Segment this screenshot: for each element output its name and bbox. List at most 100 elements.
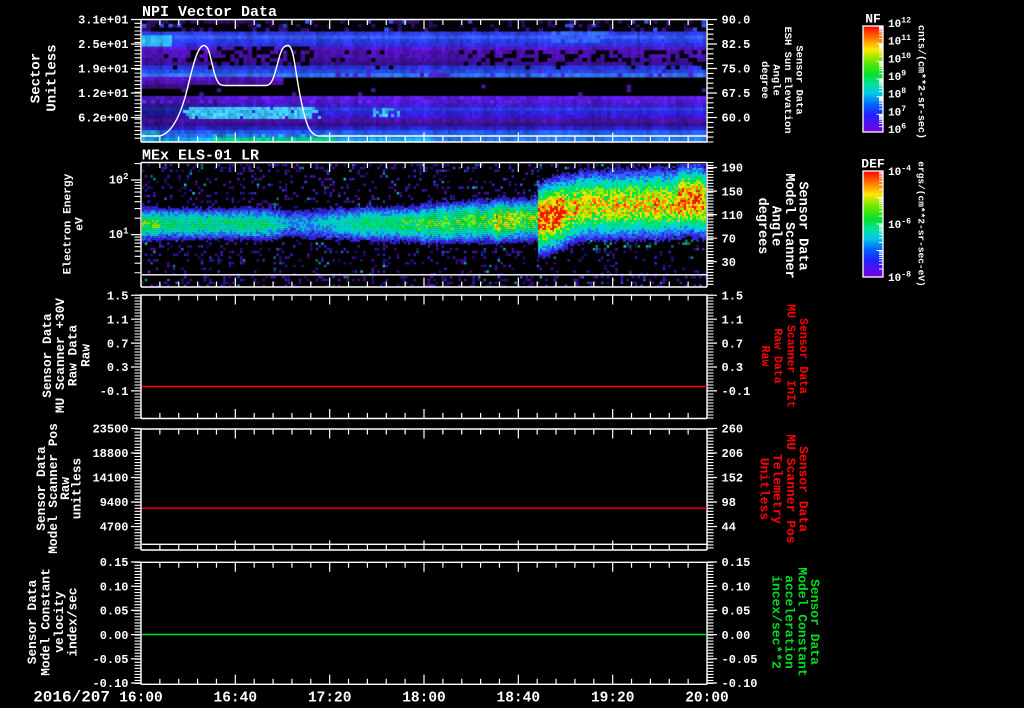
svg-text:0.10: 0.10 bbox=[722, 580, 751, 594]
svg-text:Sensor Data: Sensor Data bbox=[796, 318, 809, 394]
svg-text:10-6: 10-6 bbox=[888, 218, 911, 233]
svg-text:17:20: 17:20 bbox=[308, 691, 352, 707]
svg-text:3.1e+01: 3.1e+01 bbox=[78, 14, 128, 28]
svg-text:108: 108 bbox=[888, 87, 906, 102]
svg-text:-0.1: -0.1 bbox=[722, 385, 751, 399]
svg-text:Unitless: Unitless bbox=[45, 44, 61, 111]
svg-text:Telemetry: Telemetry bbox=[770, 454, 785, 524]
svg-text:23500: 23500 bbox=[92, 423, 128, 437]
svg-text:Sensor Data: Sensor Data bbox=[792, 45, 804, 115]
svg-text:67.5: 67.5 bbox=[722, 87, 751, 101]
svg-text:Raw: Raw bbox=[58, 477, 73, 500]
svg-text:eV: eV bbox=[75, 217, 87, 231]
svg-text:MU Scanner InIt: MU Scanner InIt bbox=[783, 304, 796, 408]
svg-text:-0.1: -0.1 bbox=[100, 385, 129, 399]
svg-text:106: 106 bbox=[888, 123, 906, 138]
svg-text:18:00: 18:00 bbox=[402, 691, 446, 707]
svg-text:2016/207: 2016/207 bbox=[33, 689, 110, 707]
svg-text:velocity: velocity bbox=[52, 591, 67, 653]
svg-text:1.2e+01: 1.2e+01 bbox=[78, 87, 128, 101]
svg-text:190: 190 bbox=[722, 162, 744, 176]
svg-text:MU Scanner +30V: MU Scanner +30V bbox=[53, 298, 68, 414]
svg-text:1011: 1011 bbox=[888, 34, 911, 49]
svg-text:109: 109 bbox=[888, 70, 906, 85]
svg-text:Sensor Data: Sensor Data bbox=[25, 579, 40, 664]
svg-text:-0.05: -0.05 bbox=[92, 653, 128, 667]
svg-text:98: 98 bbox=[722, 496, 736, 510]
svg-text:degree: degree bbox=[758, 61, 770, 99]
svg-text:16:00: 16:00 bbox=[119, 691, 163, 707]
svg-text:MU Scanner Pos: MU Scanner Pos bbox=[783, 434, 798, 543]
svg-text:18:40: 18:40 bbox=[497, 691, 541, 707]
svg-text:Model Scanner Pos: Model Scanner Pos bbox=[46, 423, 61, 554]
svg-text:75.0: 75.0 bbox=[722, 63, 751, 77]
svg-text:0.00: 0.00 bbox=[100, 629, 129, 643]
svg-text:NPI Vector Data: NPI Vector Data bbox=[142, 4, 277, 21]
svg-text:0.05: 0.05 bbox=[100, 605, 129, 619]
svg-text:18800: 18800 bbox=[92, 447, 128, 461]
svg-text:Sensor Data: Sensor Data bbox=[795, 181, 810, 270]
svg-text:Sensor Data: Sensor Data bbox=[807, 579, 822, 665]
svg-text:ESH Sun Elevation: ESH Sun Elevation bbox=[781, 26, 793, 133]
svg-text:unitless: unitless bbox=[70, 458, 85, 519]
svg-text:206: 206 bbox=[722, 447, 744, 461]
svg-text:Raw: Raw bbox=[78, 344, 93, 367]
svg-text:152: 152 bbox=[722, 472, 744, 486]
svg-text:Angle: Angle bbox=[770, 64, 782, 96]
svg-text:4700: 4700 bbox=[100, 521, 129, 535]
svg-text:0.15: 0.15 bbox=[722, 556, 751, 570]
svg-text:cnts/(cm**2-sr-sec): cnts/(cm**2-sr-sec) bbox=[915, 25, 927, 139]
svg-text:DEF: DEF bbox=[861, 157, 885, 172]
svg-text:ergs/(cm**2-sr-sec-eV): ergs/(cm**2-sr-sec-eV) bbox=[916, 161, 927, 286]
svg-text:Sensor Data: Sensor Data bbox=[40, 313, 55, 398]
svg-text:Model Scanner: Model Scanner bbox=[781, 173, 796, 278]
svg-text:Sensor Data: Sensor Data bbox=[34, 446, 49, 531]
svg-text:Unitless: Unitless bbox=[757, 458, 772, 521]
svg-text:1.5: 1.5 bbox=[107, 290, 129, 304]
svg-text:0.3: 0.3 bbox=[107, 361, 129, 375]
svg-text:70: 70 bbox=[722, 232, 736, 246]
svg-text:1.9e+01: 1.9e+01 bbox=[78, 63, 128, 77]
svg-text:Model Constant: Model Constant bbox=[794, 567, 809, 676]
svg-text:0.7: 0.7 bbox=[107, 337, 129, 351]
svg-text:NF: NF bbox=[865, 12, 881, 27]
svg-text:1010: 1010 bbox=[888, 52, 911, 67]
svg-text:Sensor Data: Sensor Data bbox=[796, 446, 811, 532]
svg-text:index/sec: index/sec bbox=[65, 587, 80, 656]
svg-text:-0.10: -0.10 bbox=[722, 677, 758, 691]
svg-text:1.5: 1.5 bbox=[722, 290, 744, 304]
svg-text:101: 101 bbox=[109, 227, 129, 243]
svg-text:20:00: 20:00 bbox=[685, 691, 729, 707]
svg-text:Raw Data: Raw Data bbox=[771, 328, 784, 383]
svg-text:30: 30 bbox=[722, 256, 736, 270]
svg-text:150: 150 bbox=[722, 185, 744, 199]
svg-text:16:40: 16:40 bbox=[214, 691, 258, 707]
svg-text:10-4: 10-4 bbox=[888, 165, 911, 180]
svg-text:Raw Data: Raw Data bbox=[66, 324, 81, 386]
svg-text:6.2e+00: 6.2e+00 bbox=[78, 112, 128, 126]
svg-text:60.0: 60.0 bbox=[722, 112, 751, 126]
svg-text:incex/sec**2: incex/sec**2 bbox=[769, 575, 784, 669]
svg-text:-0.10: -0.10 bbox=[92, 677, 128, 691]
svg-text:44: 44 bbox=[722, 521, 736, 535]
svg-text:0.7: 0.7 bbox=[722, 337, 744, 351]
svg-text:0.3: 0.3 bbox=[722, 361, 744, 375]
svg-text:Raw: Raw bbox=[758, 346, 771, 367]
svg-text:Electron Energy: Electron Energy bbox=[63, 173, 75, 274]
svg-text:14100: 14100 bbox=[92, 472, 128, 486]
svg-text:0.00: 0.00 bbox=[722, 629, 751, 643]
svg-text:90.0: 90.0 bbox=[722, 14, 751, 28]
svg-text:Model Constant: Model Constant bbox=[38, 568, 53, 676]
svg-text:0.05: 0.05 bbox=[722, 605, 751, 619]
svg-text:82.5: 82.5 bbox=[722, 38, 751, 52]
svg-text:1.1: 1.1 bbox=[722, 313, 744, 327]
svg-text:1012: 1012 bbox=[888, 17, 911, 32]
svg-text:10-8: 10-8 bbox=[888, 271, 911, 286]
svg-text:102: 102 bbox=[109, 172, 129, 188]
svg-text:9400: 9400 bbox=[100, 496, 129, 510]
svg-text:260: 260 bbox=[722, 423, 744, 437]
svg-text:-0.05: -0.05 bbox=[722, 653, 758, 667]
svg-text:acceleration: acceleration bbox=[782, 575, 797, 669]
svg-text:107: 107 bbox=[888, 105, 906, 120]
svg-text:110: 110 bbox=[722, 209, 744, 223]
